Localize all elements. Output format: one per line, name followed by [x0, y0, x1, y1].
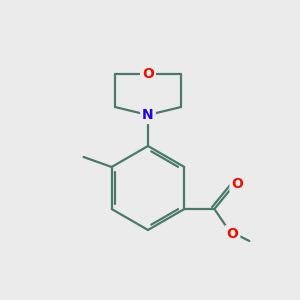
Text: N: N	[142, 108, 154, 122]
Text: O: O	[142, 67, 154, 81]
Text: O: O	[231, 177, 243, 191]
Text: O: O	[226, 227, 238, 241]
